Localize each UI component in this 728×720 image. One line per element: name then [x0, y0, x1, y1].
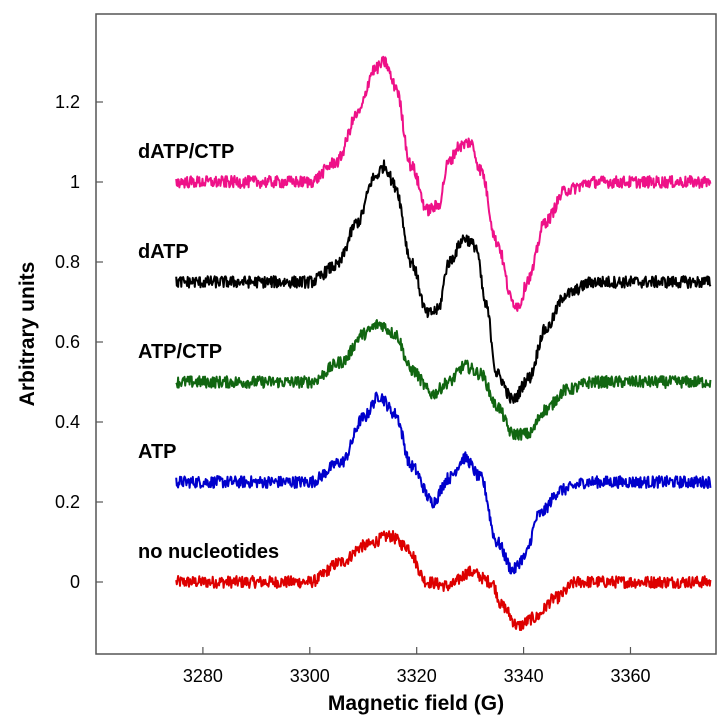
x-axis: 3280 3300 3320 3340 3360 — [183, 647, 651, 686]
x-tick-label: 3340 — [504, 666, 544, 686]
x-axis-title: Magnetic field (G) — [328, 692, 504, 715]
spectra-traces — [175, 55, 712, 631]
y-tick-label: 0.8 — [55, 252, 80, 272]
x-tick-label: 3300 — [290, 666, 330, 686]
y-axis: 0 0.2 0.4 0.6 0.8 1 1.2 — [55, 92, 103, 592]
y-tick-label: 0.6 — [55, 332, 80, 352]
y-tick-label: 0.2 — [55, 492, 80, 512]
series-label: ATP/CTP — [138, 341, 222, 363]
y-tick-label: 0.4 — [55, 412, 80, 432]
y-tick-label: 0 — [70, 572, 80, 592]
y-tick-label: 1 — [70, 172, 80, 192]
x-tick-label: 3360 — [610, 666, 650, 686]
trace-no-nucleotides — [175, 530, 712, 631]
series-label: dATP/CTP — [138, 141, 234, 163]
x-tick-label: 3280 — [183, 666, 223, 686]
trace-datp-ctp — [175, 55, 712, 312]
series-labels: no nucleotides ATP ATP/CTP dATP dATP/CTP — [138, 141, 279, 563]
series-label: ATP — [138, 441, 177, 463]
series-label: no nucleotides — [138, 541, 279, 563]
y-tick-label: 1.2 — [55, 92, 80, 112]
x-tick-label: 3320 — [397, 666, 437, 686]
plot-frame — [95, 13, 717, 655]
trace-datp — [175, 159, 712, 404]
series-label: dATP — [138, 241, 189, 263]
trace-atp — [175, 391, 712, 575]
y-axis-title: Arbitrary units — [16, 262, 39, 407]
trace-atp-ctp — [175, 319, 712, 441]
